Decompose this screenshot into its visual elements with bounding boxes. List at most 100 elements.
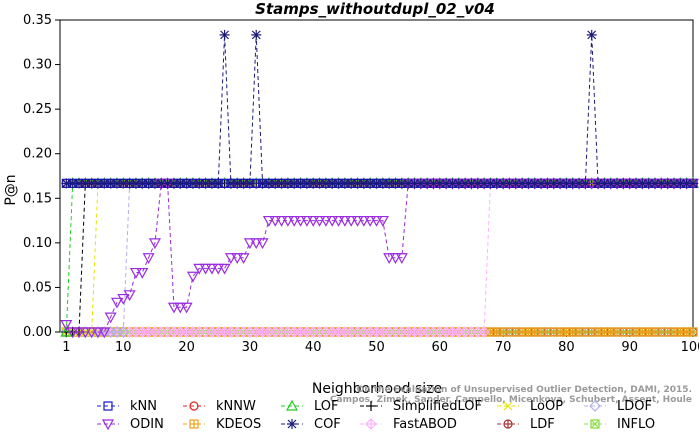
- point-odin: [212, 263, 225, 275]
- legend-marker-fastabod: [365, 418, 377, 430]
- point-odin: [66, 327, 79, 339]
- legend-label: LDOF: [617, 399, 652, 414]
- point-odin: [129, 267, 142, 279]
- plot-frame: [59, 19, 694, 333]
- point-odin: [98, 327, 111, 339]
- point-odin: [199, 263, 212, 275]
- point-cof: [232, 178, 243, 189]
- point-cof: [548, 178, 559, 189]
- point-odin: [136, 267, 149, 279]
- x-tick-label: 10: [115, 340, 132, 355]
- legend-label: INFLO: [617, 417, 655, 432]
- legend-label: ODIN: [130, 417, 164, 432]
- legend-item-fastabod: FastABOD: [360, 417, 457, 432]
- point-cof: [92, 178, 103, 189]
- point-odin: [338, 215, 351, 227]
- point-cof: [485, 178, 496, 189]
- point-odin: [180, 302, 193, 314]
- point-odin: [313, 215, 326, 227]
- point-odin: [319, 215, 332, 227]
- point-odin: [142, 253, 155, 264]
- legend-marker-ldf: [503, 419, 513, 429]
- point-cof: [498, 178, 509, 189]
- y-tick-label: 0.25: [23, 102, 52, 117]
- point-cof: [175, 178, 186, 189]
- x-tick-label: 70: [495, 340, 512, 355]
- legend-marker-loop: [503, 401, 513, 411]
- x-tick-label: 60: [432, 340, 449, 355]
- point-cof: [688, 178, 698, 189]
- point-cof: [631, 178, 642, 189]
- legend-item-knn: kNN: [97, 399, 157, 414]
- point-cof: [422, 178, 433, 189]
- point-cof: [593, 178, 604, 189]
- legend-label: LOF: [314, 399, 339, 414]
- y-axis-label: P@n: [3, 174, 19, 205]
- x-axis-label: Neighborhood size: [312, 381, 442, 397]
- y-tick-label: 0.10: [23, 236, 52, 251]
- point-kdeos: [688, 327, 698, 337]
- series-line-lof: [65, 182, 693, 333]
- point-odin: [193, 263, 206, 275]
- legend-item-odin: ODIN: [97, 417, 164, 432]
- x-tick-label: 100: [681, 340, 699, 355]
- x-tick-label: 50: [368, 340, 385, 355]
- x-tick-label: 80: [558, 340, 575, 355]
- point-cof: [352, 178, 363, 189]
- legend-label: kNNW: [216, 399, 256, 414]
- watermark-line-1: On the Evaluation of Unsupervised Outlie…: [357, 385, 692, 395]
- point-cof: [542, 178, 553, 189]
- point-fastabod: [478, 326, 490, 338]
- point-odin: [294, 215, 307, 227]
- point-cof: [580, 178, 591, 189]
- point-odin: [110, 297, 123, 309]
- point-cof: [339, 178, 350, 189]
- point-odin: [288, 215, 301, 227]
- legend-marker-knn: [103, 401, 113, 411]
- series-line-simplifiedlof: [66, 182, 693, 333]
- point-cof: [86, 178, 97, 189]
- point-cof: [510, 178, 521, 189]
- y-tick-label: 0.05: [23, 280, 52, 295]
- point-cof: [479, 178, 490, 189]
- x-tick-label: 90: [621, 340, 638, 355]
- point-odin: [389, 253, 402, 264]
- point-odin: [243, 238, 256, 250]
- point-cof: [181, 178, 192, 189]
- point-cof: [637, 178, 648, 189]
- point-odin: [104, 312, 117, 324]
- point-odin: [351, 215, 364, 227]
- point-cof: [130, 178, 141, 189]
- point-odin: [269, 215, 282, 227]
- point-odin: [174, 302, 187, 314]
- point-odin: [376, 215, 389, 227]
- legend-marker-simplifiedlof: [366, 401, 376, 411]
- point-cof: [244, 178, 255, 189]
- y-tick-label: 0.15: [23, 191, 52, 206]
- point-odin: [370, 215, 383, 227]
- y-tick-label: 0.00: [23, 325, 52, 340]
- legend-label: FastABOD: [393, 417, 457, 432]
- plot-area: 0.00 0.05 0.10 0.15 0.20 0.25 0.30 0.35 1 10 20 30 4…: [23, 13, 699, 355]
- point-odin: [117, 293, 130, 305]
- x-tick-label: 20: [178, 340, 195, 355]
- legend-marker-inflo: [590, 419, 600, 429]
- point-odin: [72, 327, 86, 339]
- point-cof: [251, 29, 262, 40]
- point-odin: [357, 215, 370, 227]
- watermark: On the Evaluation of Unsupervised Outlie…: [330, 385, 692, 405]
- legend-item-inflo: INFLO: [584, 417, 655, 432]
- legend-item-knnw: kNNW: [183, 399, 256, 414]
- legend-item-ldf: LDF: [497, 417, 555, 432]
- point-cof: [213, 178, 224, 189]
- point-odin: [186, 271, 199, 283]
- point-odin: [148, 238, 161, 250]
- point-odin: [91, 327, 104, 339]
- legend-item-loop: LoOP: [497, 399, 563, 414]
- legend-item-ldof: LDOF: [584, 399, 652, 414]
- legend-marker-cof: [287, 419, 297, 429]
- legend-label: SimplifiedLOF: [393, 399, 482, 414]
- point-cof: [67, 178, 78, 189]
- legend-marker-kdeos: [189, 419, 199, 429]
